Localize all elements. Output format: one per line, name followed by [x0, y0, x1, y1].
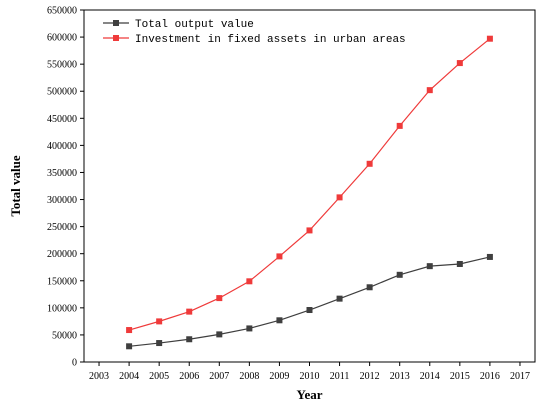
- y-tick-label: 200000: [47, 249, 77, 260]
- x-tick-label: 2006: [179, 371, 199, 382]
- x-tick-label: 2003: [89, 371, 109, 382]
- data-point: [246, 325, 253, 332]
- data-point: [456, 60, 463, 67]
- data-point: [186, 336, 193, 343]
- data-point: [156, 318, 163, 325]
- data-point: [366, 284, 373, 291]
- data-point: [126, 327, 133, 334]
- x-tick-label: 2011: [330, 371, 350, 382]
- data-point: [126, 343, 133, 350]
- legend-item: Investment in fixed assets in urban area…: [103, 34, 406, 46]
- data-point: [336, 194, 343, 201]
- x-tick-label: 2016: [480, 371, 500, 382]
- y-tick-label: 100000: [47, 303, 77, 314]
- y-tick-label: 650000: [47, 6, 77, 17]
- legend-marker: [113, 20, 119, 26]
- x-tick-label: 2012: [360, 371, 380, 382]
- y-tick-label: 450000: [47, 114, 77, 125]
- legend: Total output value Investment in fixed as…: [103, 19, 406, 46]
- data-point: [216, 331, 223, 338]
- series-2: [126, 35, 493, 334]
- data-point: [246, 278, 253, 285]
- x-tick-label: 2014: [420, 371, 440, 382]
- x-tick-label: 2017: [510, 371, 530, 382]
- series-layer: [126, 35, 493, 350]
- x-axis-title: Year: [297, 387, 323, 402]
- data-point: [456, 260, 463, 267]
- data-point: [276, 317, 283, 324]
- y-tick-label: 550000: [47, 60, 77, 71]
- y-tick-label: 150000: [47, 276, 77, 287]
- x-axis: 2003 2004 2005 2006 2007 2008 2009 2010 2011 2012…: [89, 362, 530, 382]
- data-point: [486, 253, 493, 260]
- data-point: [486, 35, 493, 42]
- data-point: [306, 307, 313, 314]
- y-tick-label: 250000: [47, 222, 77, 233]
- x-tick-label: 2013: [390, 371, 410, 382]
- y-tick-label: 300000: [47, 195, 77, 206]
- x-tick-label: 2009: [269, 371, 289, 382]
- x-tick-label: 2007: [209, 371, 229, 382]
- data-point: [426, 87, 433, 94]
- y-tick-label: 350000: [47, 168, 77, 179]
- series-1: [126, 253, 493, 350]
- x-tick-label: 2005: [149, 371, 169, 382]
- data-point: [216, 295, 223, 302]
- data-point: [426, 263, 433, 270]
- y-tick-label: 50000: [52, 330, 77, 341]
- legend-marker: [113, 35, 119, 41]
- y-tick-label: 0: [72, 358, 77, 369]
- data-point: [366, 160, 373, 167]
- legend-label: Investment in fixed assets in urban area…: [135, 34, 406, 46]
- data-point: [276, 253, 283, 260]
- data-point: [306, 227, 313, 234]
- series-line: [129, 256, 491, 347]
- legend-label: Total output value: [135, 19, 254, 31]
- x-tick-label: 2004: [119, 371, 139, 382]
- x-tick-label: 2015: [450, 371, 470, 382]
- data-point: [336, 295, 343, 302]
- y-axis-title: Total value: [8, 155, 23, 217]
- y-tick-label: 500000: [47, 87, 77, 98]
- data-point: [186, 308, 193, 315]
- legend-item: Total output value: [103, 19, 254, 31]
- series-line: [128, 38, 491, 331]
- x-tick-label: 2010: [300, 371, 320, 382]
- y-axis: 0 50000 100000 150000 200000 250000 300000 3500…: [47, 6, 84, 369]
- data-point: [396, 271, 403, 278]
- y-tick-label: 600000: [47, 33, 77, 44]
- x-tick-label: 2008: [239, 371, 259, 382]
- data-point: [156, 340, 163, 347]
- data-point: [396, 122, 403, 129]
- y-tick-label: 400000: [47, 141, 77, 152]
